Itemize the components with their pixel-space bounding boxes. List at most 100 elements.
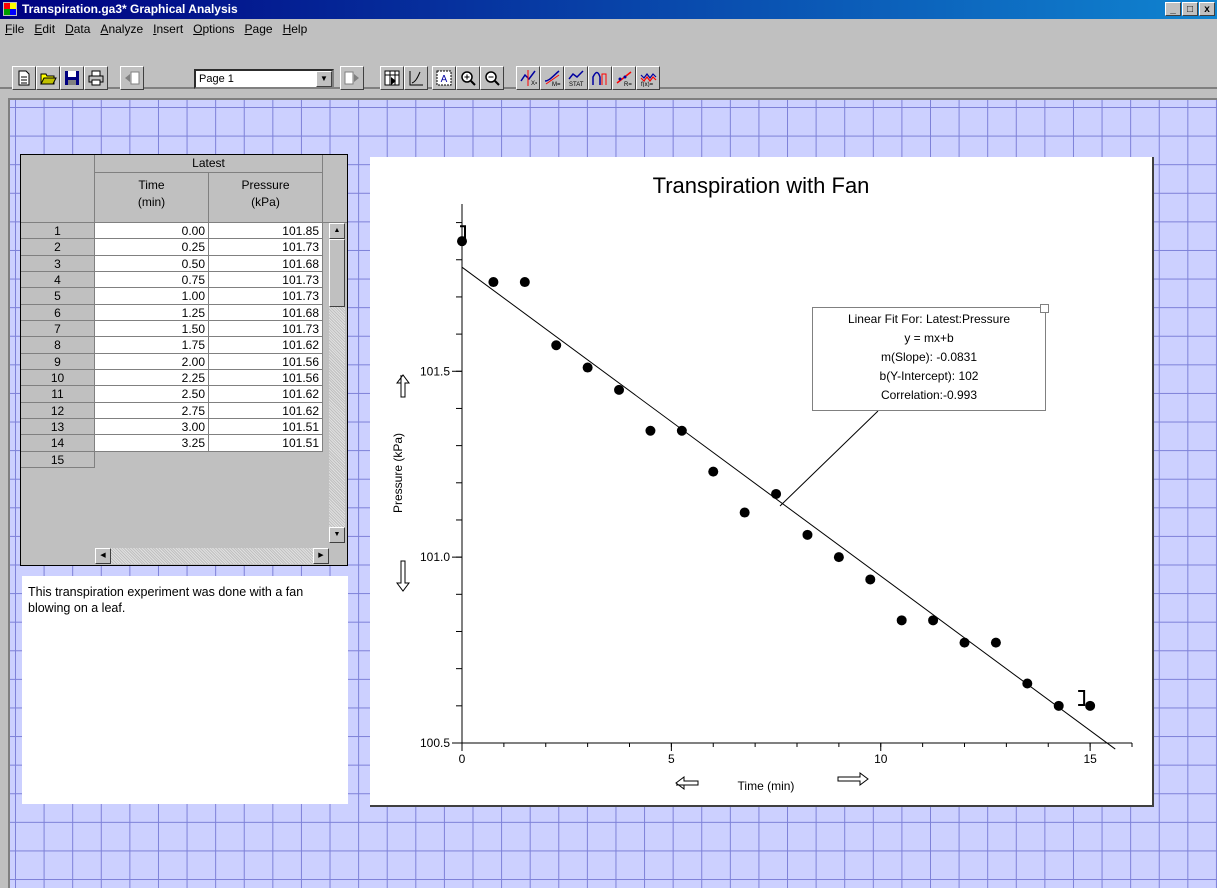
pressure-cell[interactable]: 101.68 [209, 255, 323, 272]
menu-file[interactable]: File [5, 22, 25, 36]
menu-insert[interactable]: Insert [153, 22, 184, 36]
time-cell[interactable]: 2.00 [95, 353, 209, 370]
new-file-button[interactable] [12, 66, 36, 90]
pressure-cell[interactable]: 101.62 [209, 386, 323, 403]
row-number[interactable]: 13 [21, 418, 95, 436]
maximize-button[interactable]: □ [1182, 2, 1198, 16]
pressure-cell[interactable]: 101.73 [209, 271, 323, 289]
menu-page[interactable]: Page [244, 22, 273, 36]
scroll-right-icon[interactable]: ▶ [313, 548, 329, 564]
data-point [1022, 678, 1033, 689]
scroll-down-icon[interactable]: ▼ [329, 527, 345, 543]
row-number[interactable]: 10 [21, 369, 95, 387]
save-button[interactable] [60, 66, 84, 90]
scroll-left-icon[interactable]: ◀ [95, 548, 111, 564]
row-number[interactable]: 3 [21, 255, 95, 272]
row-number[interactable]: 15 [21, 451, 95, 468]
time-cell[interactable]: 0.50 [95, 255, 209, 272]
pressure-cell[interactable]: 101.51 [209, 418, 323, 436]
header-spacer [323, 155, 347, 223]
row-number[interactable]: 4 [21, 271, 95, 289]
time-cell[interactable]: 2.50 [95, 386, 209, 403]
table-vertical-scrollbar[interactable]: ▲ ▼ [329, 223, 345, 543]
time-cell[interactable]: 3.00 [95, 418, 209, 436]
time-cell[interactable]: 0.00 [95, 223, 209, 240]
row-number[interactable]: 12 [21, 402, 95, 419]
linear-fit-box[interactable]: Linear Fit For: Latest:Pressure y = mx+b m… [812, 304, 1049, 411]
integral-button[interactable] [588, 66, 612, 90]
linear-fit-button[interactable]: R= [612, 66, 636, 90]
open-button[interactable] [36, 66, 60, 90]
pressure-cell[interactable]: 101.62 [209, 402, 323, 419]
row-number[interactable]: 6 [21, 304, 95, 321]
close-button[interactable]: x [1199, 2, 1215, 16]
y-scroll-up-icon [396, 374, 410, 398]
pressure-cell[interactable]: 101.85 [209, 223, 323, 240]
zoom-in-button[interactable] [456, 66, 480, 90]
data-table-button[interactable] [380, 66, 404, 90]
pressure-cell[interactable]: 101.62 [209, 337, 323, 354]
pressure-cell[interactable]: 101.73 [209, 288, 323, 305]
row-number[interactable]: 5 [21, 288, 95, 305]
pressure-cell[interactable]: 101.51 [209, 435, 323, 452]
zoom-out-button[interactable] [480, 66, 504, 90]
window-title: Transpiration.ga3* Graphical Analysis [22, 2, 238, 16]
menu-edit[interactable]: Edit [34, 22, 56, 36]
pressure-cell[interactable]: 101.56 [209, 369, 323, 387]
menu-analyze[interactable]: Analyze [100, 22, 144, 36]
graph-window[interactable]: Transpiration with Fan 100.5 101.0 101.5 0 5 1… [370, 157, 1154, 807]
next-page-button[interactable] [340, 66, 364, 90]
curve-fit-icon: f(x)= [640, 73, 657, 87]
statistics-button[interactable]: STAT [564, 66, 588, 90]
app-icon [3, 2, 17, 16]
time-cell[interactable]: 2.75 [95, 402, 209, 419]
pressure-cell[interactable]: 101.56 [209, 353, 323, 370]
pressure-cell[interactable]: 101.68 [209, 304, 323, 321]
column-header-time: Time (min) [95, 173, 209, 223]
page-select[interactable]: Page 1 ▼ [194, 69, 334, 89]
next-page-icon [344, 71, 359, 85]
x-axis-label: Time (min) [738, 779, 795, 793]
row-number[interactable]: 9 [21, 353, 95, 370]
row-number[interactable]: 14 [21, 435, 95, 452]
time-cell[interactable]: 1.00 [95, 288, 209, 305]
time-cell[interactable]: 2.25 [95, 369, 209, 387]
x-tick-label: 0 [459, 752, 466, 766]
time-cell[interactable]: 1.50 [95, 320, 209, 338]
minimize-button[interactable]: _ [1165, 2, 1181, 16]
prev-page-button[interactable] [120, 66, 144, 90]
row-number[interactable]: 11 [21, 386, 95, 403]
data-point [739, 507, 750, 518]
y-tick-label: 101.5 [420, 364, 450, 378]
row-number[interactable]: 8 [21, 337, 95, 354]
time-cell[interactable]: 0.25 [95, 239, 209, 256]
row-number[interactable]: 1 [21, 223, 95, 240]
notes-text: This transpiration experiment was done w… [28, 585, 304, 615]
menu-help[interactable]: Help [282, 22, 308, 36]
pressure-cell[interactable]: 101.73 [209, 239, 323, 256]
table-horizontal-scrollbar[interactable]: ◀ ▶ [95, 548, 329, 564]
tangent-button[interactable]: M= [540, 66, 564, 90]
time-cell[interactable]: 0.75 [95, 271, 209, 289]
curve-fit-button[interactable]: f(x)= [636, 66, 660, 90]
scroll-thumb[interactable] [329, 239, 345, 307]
print-button[interactable] [84, 66, 108, 90]
pressure-cell[interactable]: 101.73 [209, 320, 323, 338]
menu-options[interactable]: Options [193, 22, 235, 36]
examine-button[interactable]: X= [516, 66, 540, 90]
graph-button[interactable] [404, 66, 428, 90]
row-number[interactable]: 7 [21, 320, 95, 338]
time-cell[interactable]: 1.25 [95, 304, 209, 321]
chevron-down-icon[interactable]: ▼ [316, 71, 332, 87]
data-table-icon [384, 70, 400, 86]
row-number[interactable]: 2 [21, 239, 95, 256]
scroll-up-icon[interactable]: ▲ [329, 223, 345, 239]
text-annotation-box[interactable]: This transpiration experiment was done w… [22, 576, 348, 804]
save-disk-icon [65, 71, 79, 85]
menu-data[interactable]: Data [65, 22, 91, 36]
time-cell[interactable]: 1.75 [95, 337, 209, 354]
time-cell[interactable]: 3.25 [95, 435, 209, 452]
autoscale-button[interactable]: A [432, 66, 456, 90]
fit-box-handle[interactable] [1040, 304, 1049, 313]
x-tick-label: 5 [668, 752, 675, 766]
